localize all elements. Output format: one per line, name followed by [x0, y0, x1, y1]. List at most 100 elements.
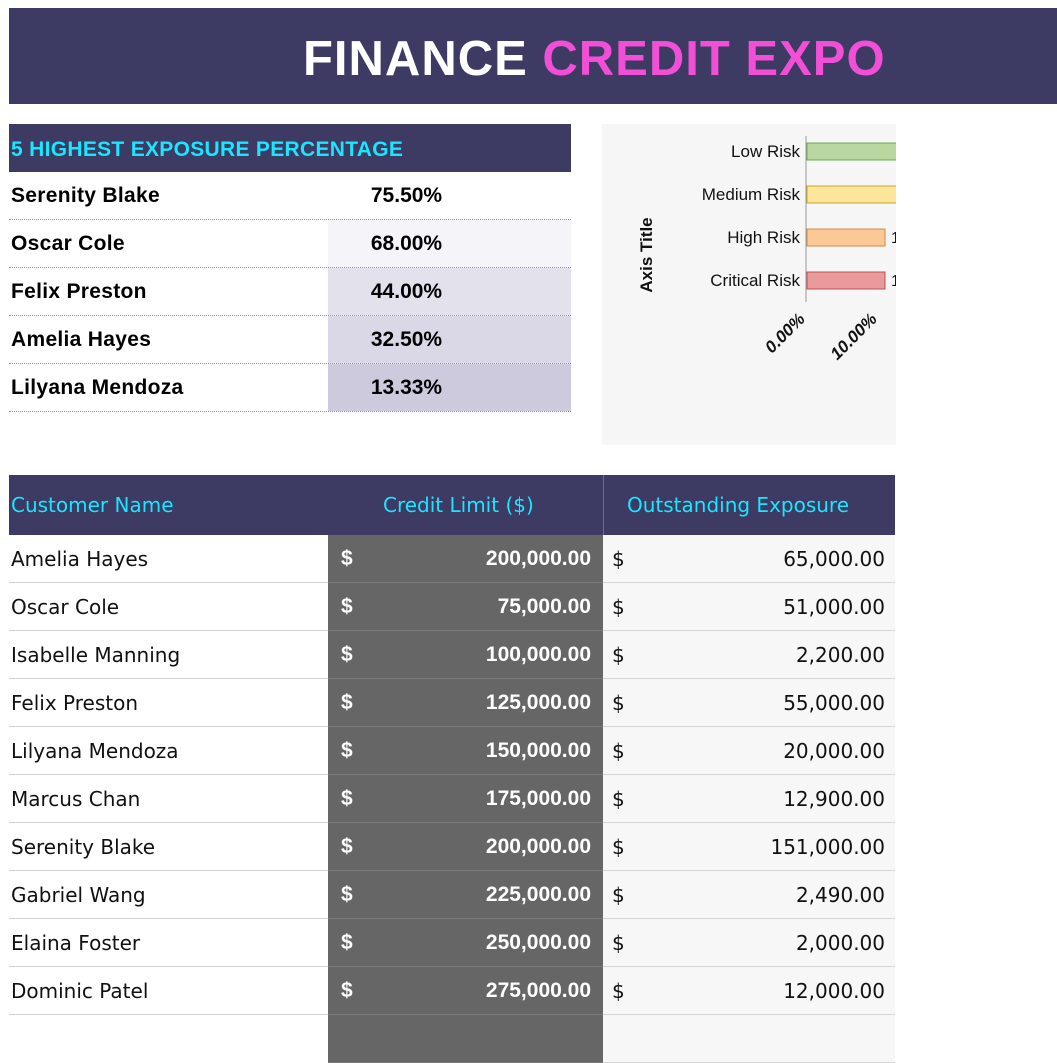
outstanding-exposure-cell[interactable]: $51,000.00 — [603, 583, 895, 631]
table-row[interactable]: Felix Preston $125,000.00 $55,000.00 — [9, 679, 895, 727]
credit-limit-value: 200,000.00 — [485, 547, 591, 570]
chart-y-axis-title: Axis Title — [637, 217, 656, 292]
credit-limit-currency: $ — [341, 787, 353, 810]
exposure-currency: $ — [612, 979, 625, 1003]
customer-name-cell[interactable]: Felix Preston — [9, 679, 328, 727]
page-title-pink: CREDIT EXPO — [542, 32, 886, 86]
customer-name: Serenity Blake — [11, 835, 156, 859]
credit-limit-cell[interactable]: $125,000.00 — [328, 679, 603, 727]
exposure-value: 2,000.00 — [795, 931, 885, 955]
table-row[interactable]: Serenity Blake $200,000.00 $151,000.00 — [9, 823, 895, 871]
top5-customer-name: Oscar Cole — [11, 232, 125, 255]
customer-exposure-table: Customer Name Credit Limit ($) Outstandi… — [9, 475, 895, 1063]
credit-limit-currency: $ — [341, 979, 353, 1002]
header-outstanding-exposure[interactable]: Outstanding Exposure — [627, 493, 850, 517]
customer-name-cell[interactable]: Gabriel Wang — [9, 871, 328, 919]
header-customer-name[interactable]: Customer Name — [11, 493, 174, 517]
chart-data-label: 1 — [891, 230, 896, 247]
credit-limit-currency: $ — [341, 595, 353, 618]
exposure-currency: $ — [612, 739, 625, 763]
table-row[interactable]: Isabelle Manning $100,000.00 $2,200.00 — [9, 631, 895, 679]
table-row[interactable]: Lilyana Mendoza $150,000.00 $20,000.00 — [9, 727, 895, 775]
outstanding-exposure-cell[interactable]: $2,000.00 — [603, 919, 895, 967]
outstanding-exposure-cell[interactable]: $151,000.00 — [603, 823, 895, 871]
credit-limit-currency: $ — [341, 883, 353, 906]
top5-customer-name: Lilyana Mendoza — [11, 376, 184, 399]
credit-limit-cell[interactable]: $250,000.00 — [328, 919, 603, 967]
credit-limit-value: 150,000.00 — [485, 739, 591, 762]
exposure-currency: $ — [612, 931, 625, 955]
top5-exposure-percent: 75.50% — [328, 172, 571, 219]
top5-customer-name: Serenity Blake — [11, 184, 160, 207]
customer-name-cell[interactable]: Elaina Foster — [9, 919, 328, 967]
chart-x-tick-label: 10.00% — [827, 309, 881, 363]
outstanding-exposure-cell[interactable]: $55,000.00 — [603, 679, 895, 727]
header-credit-limit[interactable]: Credit Limit ($) — [383, 493, 534, 517]
credit-limit-cell[interactable]: $100,000.00 — [328, 631, 603, 679]
exposure-currency: $ — [612, 883, 625, 907]
credit-limit-value: 275,000.00 — [485, 979, 591, 1002]
table-row[interactable] — [9, 1015, 895, 1063]
title-banner: FINANCE CREDIT EXPO — [9, 8, 1057, 104]
customer-name-cell[interactable]: Serenity Blake — [9, 823, 328, 871]
credit-limit-cell[interactable]: $200,000.00 — [328, 535, 603, 583]
credit-limit-cell[interactable]: $75,000.00 — [328, 583, 603, 631]
table-row[interactable]: Elaina Foster $250,000.00 $2,000.00 — [9, 919, 895, 967]
customer-name-cell[interactable]: Lilyana Mendoza — [9, 727, 328, 775]
top5-exposure-percent: 32.50% — [328, 316, 571, 363]
outstanding-exposure-cell[interactable] — [603, 1015, 895, 1063]
table-row[interactable]: Marcus Chan $175,000.00 $12,900.00 — [9, 775, 895, 823]
exposure-value: 51,000.00 — [783, 595, 885, 619]
top5-customer-name: Felix Preston — [11, 280, 147, 303]
exposure-value: 55,000.00 — [783, 691, 885, 715]
chart-x-tick-label: 0.00% — [761, 309, 809, 357]
risk-chart-svg: Low Risk Medium Risk High Risk Critical Ris… — [637, 136, 896, 364]
top5-exposure-percent: 44.00% — [328, 268, 571, 315]
exposure-value: 12,900.00 — [783, 787, 885, 811]
table-body: Amelia Hayes $200,000.00 $65,000.00 Oscar C… — [9, 535, 895, 1063]
credit-limit-cell[interactable] — [328, 1015, 603, 1063]
exposure-value: 65,000.00 — [783, 547, 885, 571]
exposure-currency: $ — [612, 835, 625, 859]
credit-limit-cell[interactable]: $200,000.00 — [328, 823, 603, 871]
customer-name: Amelia Hayes — [11, 547, 149, 571]
outstanding-exposure-cell[interactable]: $20,000.00 — [603, 727, 895, 775]
customer-name-cell[interactable]: Isabelle Manning — [9, 631, 328, 679]
table-row[interactable]: Oscar Cole $75,000.00 $51,000.00 — [9, 583, 895, 631]
exposure-value: 12,000.00 — [783, 979, 885, 1003]
customer-name-cell[interactable]: Dominic Patel — [9, 967, 328, 1015]
credit-limit-cell[interactable]: $225,000.00 — [328, 871, 603, 919]
customer-name-cell[interactable]: Amelia Hayes — [9, 535, 328, 583]
table-row[interactable]: Amelia Hayes $200,000.00 $65,000.00 — [9, 535, 895, 583]
top5-exposure-percent: 13.33% — [328, 364, 571, 411]
chart-bar — [806, 271, 886, 290]
customer-name-cell[interactable]: Oscar Cole — [9, 583, 328, 631]
exposure-value: 2,200.00 — [795, 643, 885, 667]
top5-row: Serenity Blake 75.50% — [9, 172, 571, 220]
chart-category-label: Medium Risk — [702, 185, 801, 204]
credit-limit-value: 175,000.00 — [485, 787, 591, 810]
outstanding-exposure-cell[interactable]: $12,000.00 — [603, 967, 895, 1015]
credit-limit-value: 125,000.00 — [485, 691, 591, 714]
outstanding-exposure-cell[interactable]: $2,200.00 — [603, 631, 895, 679]
chart-category-label: Critical Risk — [710, 271, 800, 290]
credit-limit-currency: $ — [341, 643, 353, 666]
credit-limit-cell[interactable]: $175,000.00 — [328, 775, 603, 823]
exposure-currency: $ — [612, 595, 625, 619]
outstanding-exposure-cell[interactable]: $2,490.00 — [603, 871, 895, 919]
chart-data-label: 1 — [891, 273, 896, 290]
customer-name: Oscar Cole — [11, 595, 120, 619]
credit-limit-cell[interactable]: $275,000.00 — [328, 967, 603, 1015]
customer-name: Isabelle Manning — [11, 643, 181, 667]
customer-name-cell[interactable]: Marcus Chan — [9, 775, 328, 823]
outstanding-exposure-cell[interactable]: $12,900.00 — [603, 775, 895, 823]
table-row[interactable]: Gabriel Wang $225,000.00 $2,490.00 — [9, 871, 895, 919]
customer-name: Felix Preston — [11, 691, 138, 715]
table-row[interactable]: Dominic Patel $275,000.00 $12,000.00 — [9, 967, 895, 1015]
top5-row: Amelia Hayes 32.50% — [9, 316, 571, 364]
customer-name: Gabriel Wang — [11, 883, 146, 907]
top5-row: Oscar Cole 68.00% — [9, 220, 571, 268]
outstanding-exposure-cell[interactable]: $65,000.00 — [603, 535, 895, 583]
chart-bar — [806, 142, 896, 161]
credit-limit-cell[interactable]: $150,000.00 — [328, 727, 603, 775]
